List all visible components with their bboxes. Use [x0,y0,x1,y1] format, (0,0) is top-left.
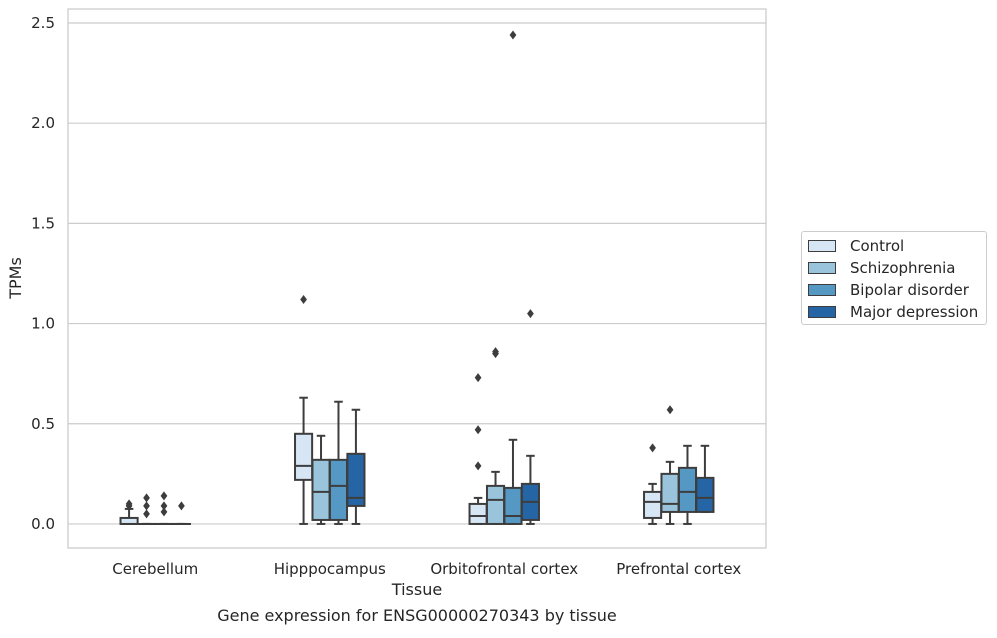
outlier-point [161,501,168,510]
outlier-point [475,425,482,434]
legend-label-schizophrenia: Schizophrenia [850,259,955,277]
outlier-point [510,31,517,40]
box-iqr [696,478,713,512]
legend-item-control: Control [808,236,904,256]
legend-swatch-major-depression [808,306,836,318]
box-schizophrenia [138,493,155,524]
outlier-point [143,501,150,510]
legend-swatch-control [808,240,836,252]
y-tick-label: 0.0 [31,515,55,533]
legend-label-major-depression: Major depression [850,303,978,321]
box-schizophrenia [312,436,329,524]
box-iqr [679,468,696,512]
legend-swatch-schizophrenia [808,262,836,274]
box-schizophrenia [661,405,678,524]
box-iqr [312,460,329,520]
outlier-point [178,501,185,510]
chart-caption: Gene expression for ENSG00000270343 by t… [0,606,834,625]
outlier-point [649,443,656,452]
box-iqr [644,492,661,518]
legend-label-bipolar-disorder: Bipolar disorder [850,281,969,299]
box-major-depression [522,309,539,524]
box-major-depression [696,446,713,512]
box-iqr [661,474,678,512]
box-iqr [470,504,487,524]
y-tick-label: 2.0 [31,114,55,132]
box-major-depression [173,501,190,524]
outlier-point [527,309,534,318]
outlier-point [475,373,482,382]
box-schizophrenia [487,347,504,524]
legend-swatch-bipolar-disorder [808,284,836,296]
box-major-depression [347,410,364,524]
box-control [644,443,661,524]
box-iqr [330,460,347,520]
x-tick-label: Orbitofrontal cortex [430,560,578,578]
outlier-point [300,295,307,304]
y-tick-label: 1.0 [31,315,55,333]
box-bipolar-disorder [679,446,696,524]
y-tick-label: 1.5 [31,214,55,232]
box-iqr [487,486,504,524]
x-tick-label: Cerebellum [112,560,198,578]
outlier-point [161,491,168,500]
y-axis-label: TPMs [6,257,25,300]
grid-lines [68,23,766,524]
outlier-point [143,493,150,502]
legend-item-schizophrenia: Schizophrenia [808,258,955,278]
box-iqr [504,488,521,524]
x-axis-label: Tissue [391,580,442,599]
box-bipolar-disorder [330,402,347,524]
box-bipolar-disorder [155,491,172,524]
boxes-layer [121,31,714,524]
box-control [470,373,487,524]
legend-item-major-depression: Major depression [808,302,978,322]
legend-label-control: Control [850,237,904,255]
box-control [295,295,312,524]
x-tick-label: Hipppocampus [274,560,386,578]
outlier-point [143,509,150,518]
legend-item-bipolar-disorder: Bipolar disorder [808,280,969,300]
outlier-point [667,405,674,414]
box-control [121,499,138,524]
legend: Control Schizophrenia Bipolar disorder M… [801,231,987,325]
tick-labels: 0.0 0.5 1.0 1.5 2.0 2.5 Cerebellum Hipppocampus… [31,14,741,578]
box-bipolar-disorder [504,31,521,524]
x-tick-label: Prefrontal cortex [616,560,741,578]
plot-frame [68,9,766,548]
y-tick-label: 2.5 [31,14,55,32]
outlier-point [475,461,482,470]
y-tick-label: 0.5 [31,415,55,433]
box-iqr [295,434,312,480]
